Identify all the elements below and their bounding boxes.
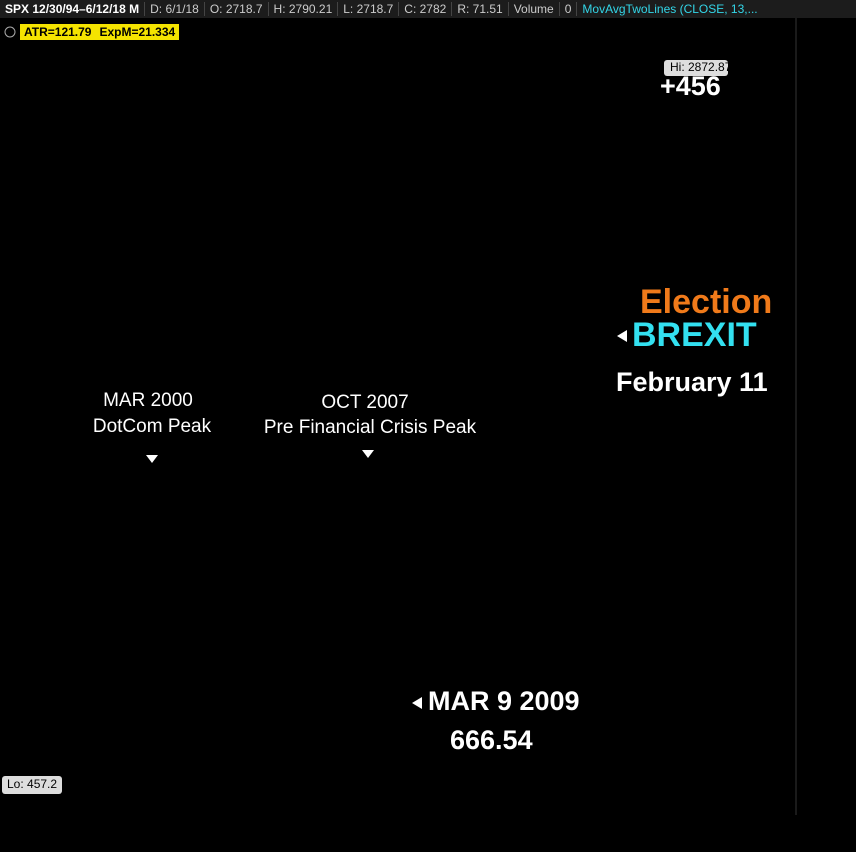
date: D: 6/1/18 xyxy=(145,2,205,16)
marker xyxy=(412,697,422,709)
annotation: BREXIT xyxy=(632,316,757,354)
label-box xyxy=(2,776,62,794)
open: O: 2718.7 xyxy=(205,2,269,16)
header-bar: SPX 12/30/94–6/12/18 M D: 6/1/18 O: 2718… xyxy=(0,0,856,18)
atr: ATR=121.79 xyxy=(24,25,92,39)
annotation: Pre Financial Crisis Peak xyxy=(264,417,477,438)
annotation: Lo: 457.2 xyxy=(7,777,57,791)
volume-label: Volume xyxy=(509,2,560,16)
annotation: 666.54 xyxy=(450,725,533,755)
volume-value: 0 xyxy=(560,2,578,16)
annotation: Hi: 2872.87 xyxy=(670,60,732,74)
marker xyxy=(146,455,158,463)
marker xyxy=(362,450,374,458)
label-box xyxy=(664,60,728,76)
symbol[interactable]: SPX 12/30/94–6/12/18 M xyxy=(0,2,146,16)
study-name[interactable]: MovAvgTwoLines (CLOSE, 13,... xyxy=(582,2,758,16)
expm: ExpM=21.334 xyxy=(99,25,176,39)
annotation: +456 xyxy=(660,71,721,101)
annotation: DotCom Peak xyxy=(93,416,212,437)
study-icon[interactable] xyxy=(4,26,16,38)
close: C: 2782 xyxy=(399,2,453,16)
study-values: ATR=121.79 ExpM=21.334 xyxy=(20,24,180,40)
range: R: 71.51 xyxy=(452,2,509,16)
marker xyxy=(617,330,627,342)
high: H: 2790.21 xyxy=(269,2,339,16)
annotation: OCT 2007 xyxy=(321,392,408,413)
annotation: MAR 2000 xyxy=(103,390,193,411)
annotation: February 11 xyxy=(616,367,768,397)
annotation: Election xyxy=(640,283,772,321)
low: L: 2718.7 xyxy=(338,2,400,16)
annotation: MAR 9 2009 xyxy=(428,686,580,716)
